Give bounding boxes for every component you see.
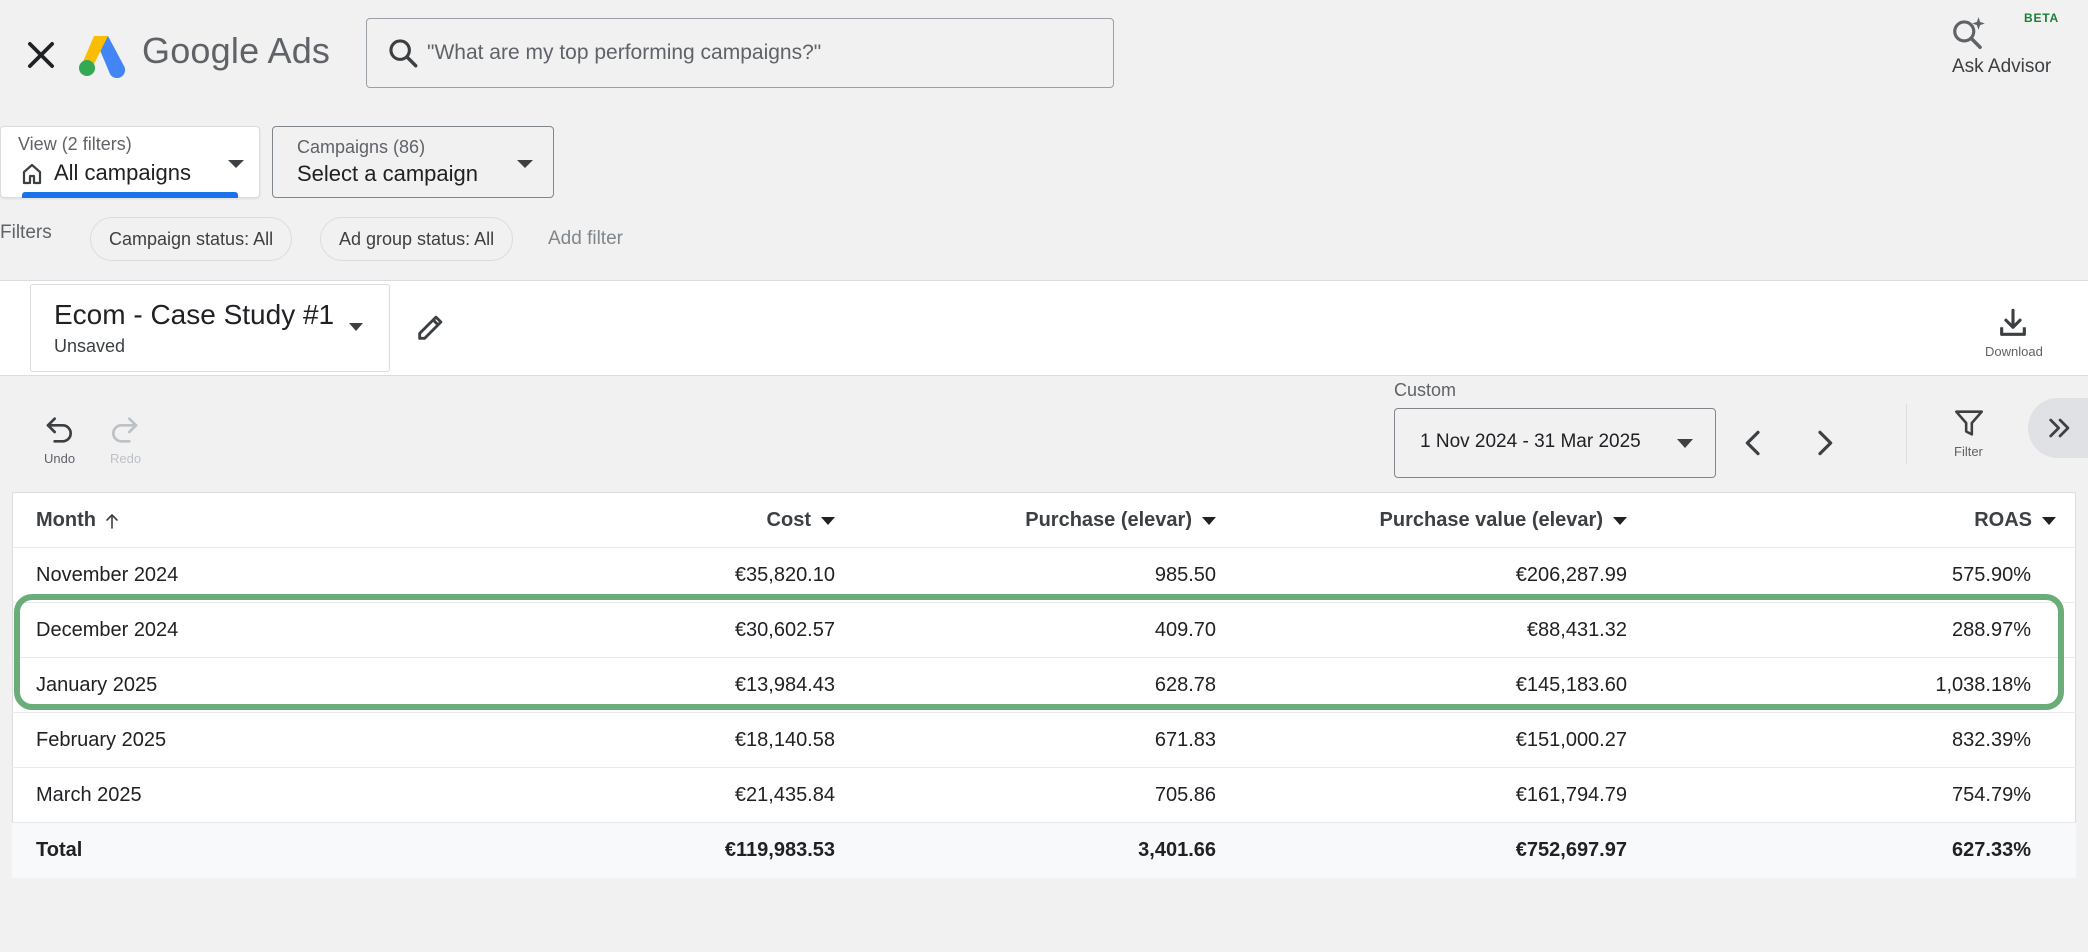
table-row: December 2024 €30,602.57 409.70 €88,431.… [12,603,2076,658]
cell-total-purchase: 3,401.66 [1138,839,1216,861]
chevron-right-icon[interactable] [1808,426,1840,460]
date-range-value: 1 Nov 2024 - 31 Mar 2025 [1420,431,1641,452]
search-icon [389,39,418,68]
report-selector[interactable] [30,284,390,372]
campaign-selector[interactable] [272,126,554,198]
cell-purchase: 705.86 [1154,784,1216,806]
download-label[interactable]: Download [1985,344,2043,359]
beta-badge: BETA [2024,11,2059,25]
cell-purchase: 985.50 [1154,564,1216,586]
cell-purchase-value: €161,794.79 [1515,784,1627,806]
report-title: Ecom - Case Study #1 [54,299,335,330]
cell-purchase-value: €88,431.32 [1526,619,1627,641]
cell-total-cost: €119,983.53 [724,839,835,861]
cell-roas: 832.39% [1952,729,2031,751]
filter-chip-campaign-status[interactable]: Campaign status: All [90,217,293,261]
chevron-down-icon[interactable] [1676,438,1694,449]
date-range-picker[interactable] [1394,408,1716,478]
ask-advisor-label[interactable]: Ask Advisor [1952,56,2052,77]
undo-label[interactable]: Undo [44,451,76,466]
cell-purchase: 628.78 [1154,674,1216,696]
cell-total-roas: 627.33% [1952,839,2031,861]
brand-name: Google Ads [142,30,331,71]
cell-month: January 2025 [36,674,158,696]
data-table [12,492,2076,876]
cell-cost: €30,602.57 [734,619,835,641]
google-ads-logo [79,36,126,78]
sort-dropdown-icon[interactable] [2042,516,2056,525]
cell-cost: €13,984.43 [734,674,835,696]
edit-pencil-icon[interactable] [414,310,448,344]
cell-purchase-value: €206,287.99 [1515,564,1627,586]
home-icon [22,163,42,185]
column-header-cost[interactable]: Cost [767,493,835,548]
sort-ascending-icon[interactable] [104,512,120,530]
table-total-row: Total €119,983.53 3,401.66 €752,697.97 6… [12,823,2076,878]
filter-label[interactable]: Filter [1954,444,1983,459]
report-status: Unsaved [54,336,126,356]
table-header-row: Month Cost Purchase (elevar) Purchase va… [12,493,2076,548]
chevron-down-icon[interactable] [226,158,246,170]
undo-icon[interactable] [44,412,76,444]
cell-total-label: Total [36,839,83,861]
toolbar-divider [1906,404,1907,464]
double-chevron-right-icon[interactable] [2044,412,2076,444]
view-selector[interactable] [0,126,260,198]
filters-label: Filters [0,222,52,243]
view-selector-value: All campaigns [54,160,191,185]
active-indicator [22,192,238,198]
cell-roas: 754.79% [1952,784,2031,806]
cell-month: December 2024 [36,619,179,641]
cell-purchase-value: €145,183.60 [1515,674,1627,696]
search-placeholder[interactable]: "What are my top performing campaigns?" [427,41,822,64]
cell-cost: €35,820.10 [734,564,835,586]
filter-chip-ad-group-status[interactable]: Ad group status: All [320,217,514,261]
table-row: November 2024 €35,820.10 985.50 €206,287… [12,548,2076,603]
close-icon[interactable] [22,36,60,74]
table-row: February 2025 €18,140.58 671.83 €151,000… [12,713,2076,768]
cell-roas: 288.97% [1952,619,2031,641]
cell-cost: €21,435.84 [734,784,835,806]
sort-dropdown-icon[interactable] [821,516,835,525]
filter-icon[interactable] [1952,406,1986,440]
sort-dropdown-icon[interactable] [1202,516,1216,525]
redo-icon[interactable] [108,412,140,444]
cell-month: November 2024 [36,564,179,586]
table-row: March 2025 €21,435.84 705.86 €161,794.79… [12,768,2076,823]
campaign-selector-value: Select a campaign [297,161,478,186]
chevron-down-icon[interactable] [348,322,364,332]
chevron-down-icon[interactable] [515,158,535,170]
cell-month: March 2025 [36,784,142,806]
cell-cost: €18,140.58 [734,729,835,751]
cell-month: February 2025 [36,729,167,751]
chevron-left-icon[interactable] [1738,426,1770,460]
column-header-roas[interactable]: ROAS [1974,493,2056,548]
sort-dropdown-icon[interactable] [1613,516,1627,525]
redo-label[interactable]: Redo [110,451,142,466]
cell-roas: 1,038.18% [1935,674,2031,696]
download-icon[interactable] [1996,306,2030,340]
cell-roas: 575.90% [1952,564,2031,586]
campaign-selector-label: Campaigns (86) [297,137,426,157]
add-filter-button[interactable]: Add filter [548,228,623,249]
table-row: January 2025 €13,984.43 628.78 €145,183.… [12,658,2076,713]
column-header-purchase-value[interactable]: Purchase value (elevar) [1380,493,1627,548]
column-header-purchase[interactable]: Purchase (elevar) [1025,493,1216,548]
cell-purchase: 409.70 [1154,619,1216,641]
cell-purchase-value: €151,000.27 [1515,729,1627,751]
cell-total-purchase-value: €752,697.97 [1515,839,1627,861]
search-box[interactable] [366,18,1114,88]
date-range-caption: Custom [1394,380,1457,400]
ask-advisor-icon[interactable] [1950,14,1988,52]
cell-purchase: 671.83 [1154,729,1216,751]
view-selector-label: View (2 filters) [18,134,132,154]
column-header-month[interactable]: Month [36,493,120,548]
